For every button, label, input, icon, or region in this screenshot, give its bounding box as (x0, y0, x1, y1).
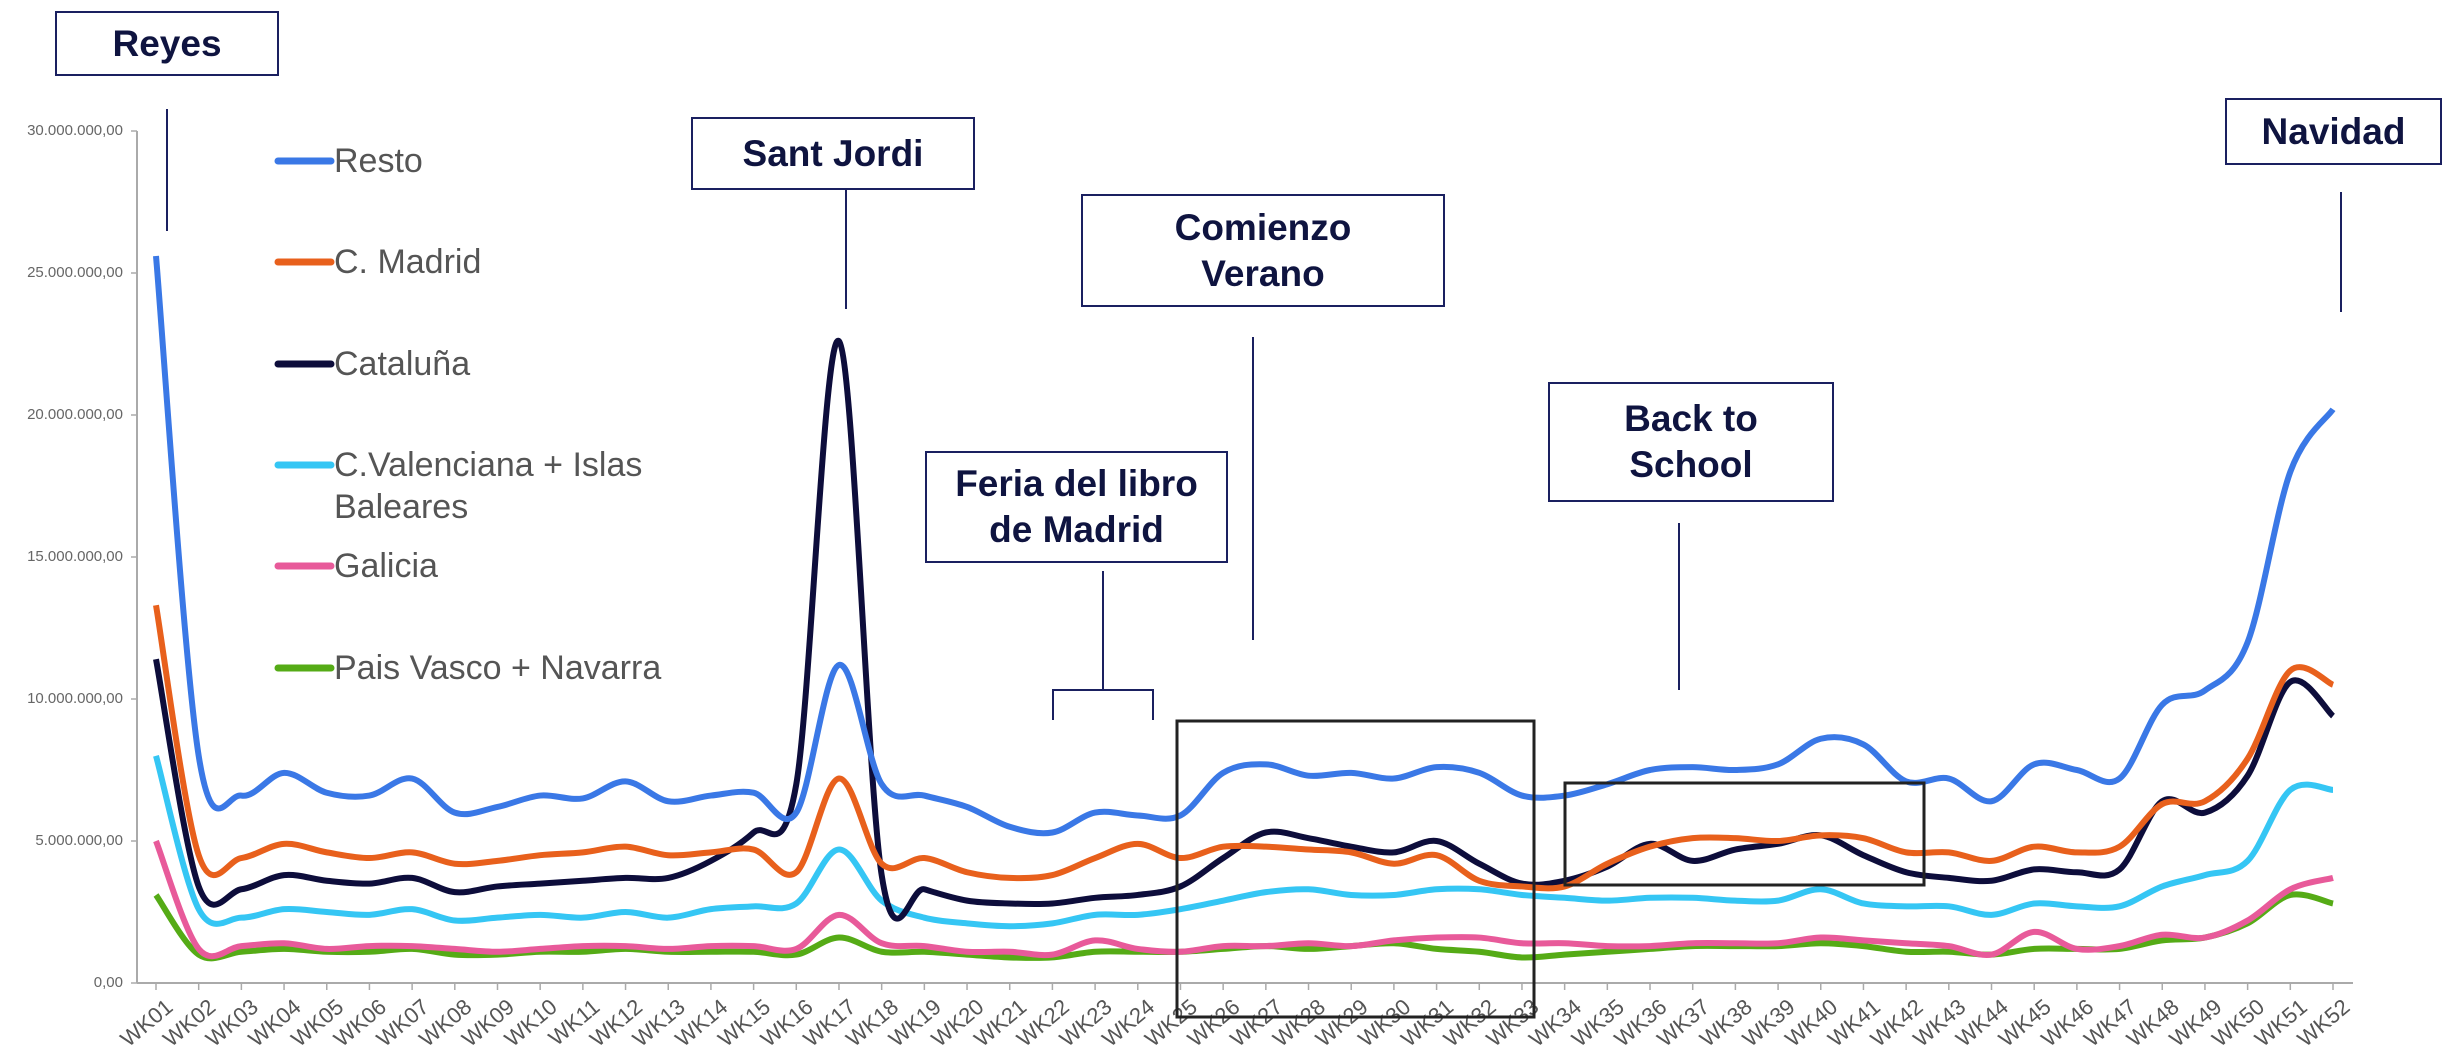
legend-label: Galicia (334, 547, 438, 585)
highlight-box (1563, 781, 1926, 887)
annotation: Reyes (55, 11, 279, 76)
legend-label: C.Valenciana + Islas Baleares (334, 446, 643, 526)
series-line (153, 255, 2336, 837)
series-line (153, 338, 2336, 922)
y-tick-label: 25.000.000,00 (27, 264, 123, 281)
annotation-text: Navidad (2261, 110, 2406, 152)
annotation: Comienzo Verano (1081, 194, 1445, 307)
annotation-text: Back to (1624, 398, 1758, 439)
legend-label: Cataluña (334, 345, 471, 383)
annotation-text: Sant Jordi (742, 132, 924, 174)
series-line (153, 754, 2334, 930)
legend-label: C. Madrid (334, 243, 482, 281)
brace (1052, 689, 1154, 720)
annotation-text: Comienzo (1174, 206, 1352, 248)
lines (153, 255, 2336, 1019)
annotation: Back to School (1548, 382, 1834, 502)
y-tick-label: 0,00 (94, 974, 123, 991)
legend-label: Pais Vasco + Navarra (334, 649, 662, 687)
annotation-text: School (1629, 444, 1753, 485)
y-tick-label: 20.000.000,00 (27, 406, 123, 423)
y-tick-label: 30.000.000,00 (27, 122, 123, 139)
annotation-text: Reyes (112, 22, 222, 64)
legend-label: Resto (334, 142, 423, 180)
annotation: Feria del libro de Madrid (925, 451, 1228, 563)
annotation-text: Verano (1201, 252, 1325, 294)
y-tick-label: 15.000.000,00 (27, 548, 123, 565)
annotation-text: Feria del libro (955, 463, 1198, 504)
annotation: Navidad (2225, 98, 2442, 165)
annotation-text: de Madrid (989, 509, 1164, 550)
series-line (153, 604, 2335, 892)
annotation: Sant Jordi (691, 117, 975, 190)
highlight-box (1175, 719, 1536, 1019)
y-tick-label: 10.000.000,00 (27, 690, 123, 707)
series-line (153, 839, 2334, 959)
y-tick-label: 5.000.000,00 (35, 832, 123, 849)
